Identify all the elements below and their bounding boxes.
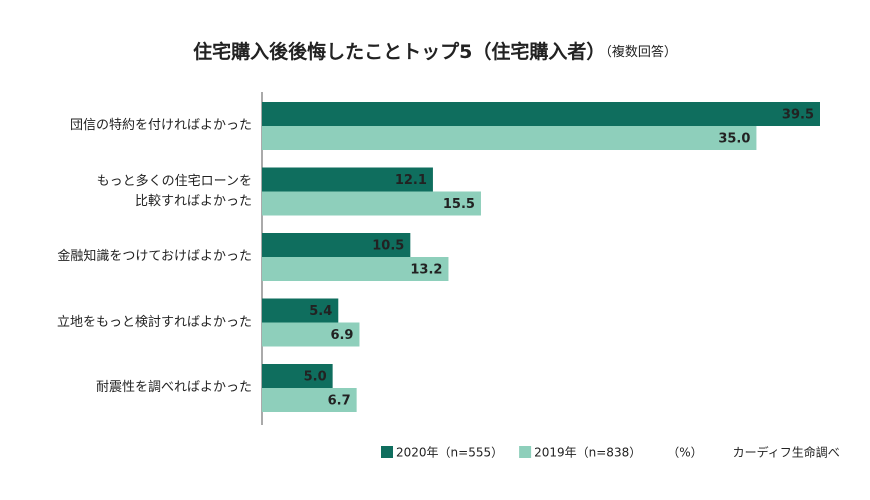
legend-swatch <box>519 446 532 458</box>
legend-label: 2020年（n=555） <box>396 446 503 460</box>
value-label: 35.0 <box>718 132 750 147</box>
y-tick-label: もっと多くの住宅ローンを 比較すればよかった <box>96 173 252 209</box>
value-label: 5.4 <box>309 304 332 319</box>
bar <box>262 364 333 388</box>
value-label: 15.5 <box>443 197 475 212</box>
bar <box>262 257 449 281</box>
y-tick-label: 耐震性を調べればよかった <box>95 380 252 395</box>
value-label: 10.5 <box>372 239 404 254</box>
bar <box>262 102 820 126</box>
chart-title: 住宅購入後後悔したことトップ5（住宅購入者） <box>193 40 605 63</box>
value-label: 39.5 <box>782 108 814 123</box>
legend-swatch <box>381 446 393 458</box>
unit-label: （%） <box>667 446 702 460</box>
value-label: 13.2 <box>410 263 442 278</box>
chart-title-group: 住宅購入後後悔したことトップ5（住宅購入者）（複数回答） <box>193 40 677 63</box>
bar <box>262 388 357 412</box>
legend-label: 2019年（n=838） <box>534 446 641 460</box>
bar <box>262 191 481 216</box>
bar <box>262 126 757 150</box>
y-tick-label: 金融知識をつけておけばよかった <box>57 249 252 264</box>
value-label: 6.7 <box>328 394 351 409</box>
chart-subtitle: （複数回答） <box>605 44 677 60</box>
bar <box>262 322 360 347</box>
y-tick-label: 団信の特約を付ければよかった <box>69 118 252 133</box>
bar <box>262 298 339 323</box>
source-label: カーディフ生命調べ <box>733 445 840 460</box>
bar <box>262 233 411 257</box>
value-label: 6.9 <box>330 328 353 343</box>
value-label: 5.0 <box>304 370 327 385</box>
y-tick-label: 立地をもっと検討すればよかった <box>56 314 252 330</box>
value-label: 12.1 <box>395 173 427 188</box>
bar <box>262 167 433 192</box>
